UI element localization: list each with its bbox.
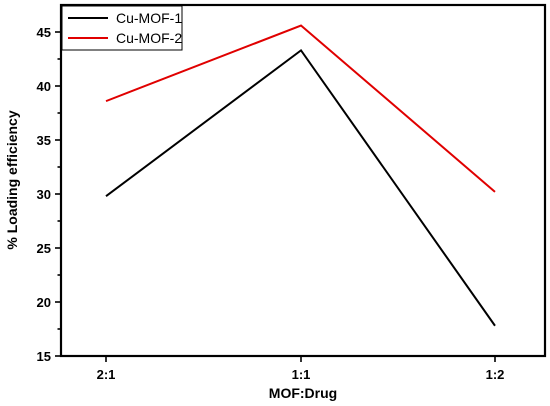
legend-box — [61, 5, 183, 51]
y-tick-label-30: 30 — [37, 187, 51, 202]
y-tick-label-40: 40 — [37, 79, 51, 94]
legend: Cu-MOF-1 Cu-MOF-2 — [61, 5, 183, 51]
legend-label-cu-mof-1: Cu-MOF-1 — [116, 10, 182, 26]
plot-frame — [59, 3, 547, 358]
x-axis-title: MOF:Drug — [269, 385, 337, 401]
series-line-cu-mof-1 — [105, 48, 496, 327]
y-axis-title: % Loading efficiency — [4, 110, 20, 249]
x-tick-label-2: 1:2 — [486, 367, 505, 382]
y-tick-label-15: 15 — [37, 349, 51, 364]
x-tick-label-1: 1:1 — [292, 367, 311, 382]
y-tick-label-45: 45 — [37, 25, 51, 40]
x-tick-label-0: 2:1 — [97, 367, 116, 382]
series-layer — [105, 24, 496, 327]
ticks-layer: 15 20 25 30 35 40 45 2:1 1:1 1:2 — [37, 25, 505, 382]
series-line-cu-mof-2 — [105, 24, 496, 193]
y-tick-label-35: 35 — [37, 133, 51, 148]
legend-label-cu-mof-2: Cu-MOF-2 — [116, 30, 182, 46]
y-tick-label-25: 25 — [37, 241, 51, 256]
y-tick-label-20: 20 — [37, 295, 51, 310]
